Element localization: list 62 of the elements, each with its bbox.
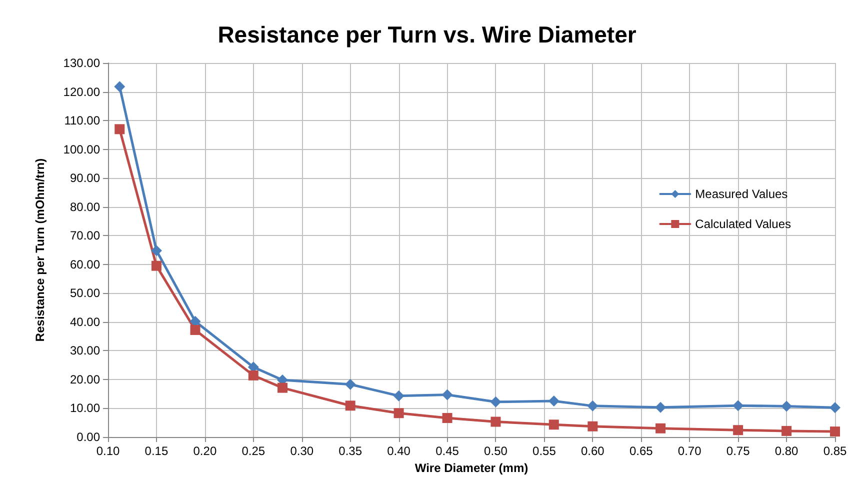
- point: [830, 402, 840, 414]
- point: [248, 370, 258, 380]
- legend-label: Calculated Values: [695, 217, 792, 231]
- y-tick-label: 110.00: [64, 114, 100, 128]
- point: [150, 245, 162, 256]
- legend-label: Measured Values: [695, 187, 788, 201]
- point: [732, 400, 744, 412]
- point: [656, 423, 666, 434]
- point: [114, 81, 126, 92]
- x-tick-label: 0.35: [338, 444, 362, 458]
- x-tick-label: 0.20: [193, 444, 217, 458]
- point: [548, 420, 559, 430]
- y-tick-label: 40.00: [70, 314, 100, 329]
- point: [655, 402, 666, 413]
- point: [393, 390, 404, 402]
- x-axis-title: Wire Diameter (mm): [414, 460, 528, 475]
- y-tick-label: 90.00: [70, 171, 100, 186]
- point: [588, 421, 598, 432]
- y-axis-title: Resistance per Turn (mOhm/trn): [33, 158, 47, 342]
- point: [782, 426, 792, 436]
- x-tick-label: 0.30: [290, 444, 314, 458]
- x-tick-label: 0.70: [678, 444, 702, 458]
- point: [345, 400, 356, 411]
- x-tick-label: 0.15: [144, 444, 168, 458]
- y-tick-label: 130.00: [63, 56, 100, 70]
- point: [548, 396, 560, 407]
- point: [190, 324, 200, 335]
- x-tick-label: 0.75: [726, 444, 750, 458]
- y-tick-label: 80.00: [70, 200, 100, 214]
- point: [151, 260, 162, 271]
- point: [442, 389, 453, 400]
- x-tick-label: 0.55: [532, 444, 556, 458]
- y-tick-label: 20.00: [70, 372, 100, 386]
- x-tick-label: 0.65: [629, 444, 654, 458]
- y-tick-label: 100.00: [63, 142, 100, 156]
- point: [587, 400, 598, 412]
- chart-title: Resistance per Turn vs. Wire Diameter: [218, 22, 636, 48]
- y-tick-label: 70.00: [70, 228, 100, 243]
- x-tick-label: 0.25: [242, 444, 266, 458]
- point: [490, 396, 502, 408]
- y-tick-label: 60.00: [70, 257, 100, 272]
- y-tick-label: 50.00: [70, 286, 100, 300]
- y-tick-label: 30.00: [70, 344, 100, 358]
- point: [781, 400, 792, 412]
- x-tick-label: 0.85: [823, 444, 847, 458]
- point: [344, 378, 356, 390]
- point: [114, 124, 125, 134]
- x-tick-label: 0.60: [580, 444, 605, 458]
- point: [394, 408, 404, 418]
- x-tick-label: 0.40: [387, 444, 411, 458]
- point: [490, 416, 501, 427]
- x-tick-label: 0.45: [436, 444, 460, 458]
- y-tick-label: 10.00: [70, 401, 100, 416]
- x-tick-label: 0.10: [96, 444, 120, 458]
- point: [442, 413, 452, 424]
- y-tick-label: 0.00: [76, 430, 100, 444]
- y-tick-label: 120.00: [63, 84, 100, 99]
- point: [277, 382, 288, 393]
- x-tick-label: 0.80: [774, 444, 799, 458]
- x-tick-label: 0.50: [484, 444, 508, 458]
- point: [830, 426, 840, 437]
- point: [733, 425, 744, 436]
